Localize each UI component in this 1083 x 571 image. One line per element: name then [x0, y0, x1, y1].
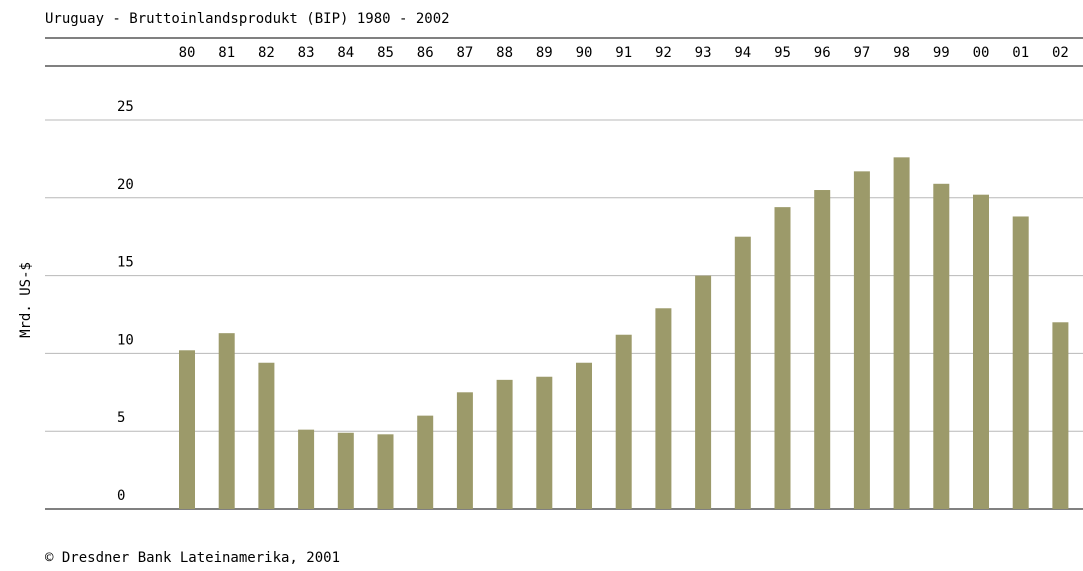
x-tick-label: 85 — [377, 45, 394, 61]
x-tick-label: 02 — [1052, 45, 1069, 61]
bar — [536, 376, 553, 509]
bar — [615, 334, 632, 509]
source-note: © Dresdner Bank Lateinamerika, 2001 — [45, 550, 340, 566]
bar — [496, 379, 513, 509]
bar — [655, 308, 672, 509]
x-tick-label: 91 — [615, 45, 632, 61]
bar — [417, 415, 434, 509]
x-tick-label: 01 — [1012, 45, 1029, 61]
bar — [893, 157, 910, 509]
bar — [377, 434, 394, 509]
x-tick-label: 84 — [337, 45, 354, 61]
bar — [734, 236, 751, 509]
chart-title: Uruguay - Bruttoinlandsprodukt (BIP) 198… — [45, 11, 450, 27]
x-tick-label: 97 — [853, 45, 870, 61]
bar — [853, 171, 870, 509]
y-tick-label: 25 — [117, 99, 134, 115]
x-tick-label: 88 — [496, 45, 513, 61]
x-tick-label: 82 — [258, 45, 275, 61]
y-axis-label: Mrd. US-$ — [18, 262, 34, 338]
bar — [298, 429, 315, 509]
bar — [1012, 216, 1029, 510]
x-tick-label: 93 — [695, 45, 712, 61]
x-tick-label: 80 — [179, 45, 196, 61]
bar — [456, 392, 473, 509]
bar — [179, 350, 195, 509]
bar — [774, 207, 791, 510]
x-tick-label: 87 — [456, 45, 473, 61]
x-tick-label: 86 — [417, 45, 434, 61]
bar — [337, 432, 354, 509]
y-tick-label: 20 — [117, 177, 134, 193]
bar — [1052, 322, 1069, 509]
x-tick-label: 95 — [774, 45, 791, 61]
bar — [814, 190, 831, 509]
y-tick-label: 0 — [117, 488, 125, 504]
x-tick-label: 90 — [576, 45, 593, 61]
x-tick-label: 96 — [814, 45, 831, 61]
bar — [258, 362, 275, 509]
y-tick-label: 5 — [117, 410, 125, 426]
bar — [695, 275, 712, 509]
y-tick-label: 10 — [117, 332, 134, 348]
x-tick-label: 00 — [973, 45, 990, 61]
x-tick-label: 89 — [536, 45, 553, 61]
x-tick-label: 83 — [298, 45, 315, 61]
bar — [576, 362, 592, 509]
bar — [973, 194, 989, 510]
bar — [933, 183, 950, 509]
bar — [218, 333, 235, 509]
x-tick-label: 99 — [933, 45, 950, 61]
x-tick-label: 98 — [893, 45, 910, 61]
x-tick-label: 81 — [218, 45, 235, 61]
x-tick-label: 94 — [734, 45, 751, 61]
y-tick-label: 15 — [117, 255, 134, 271]
x-tick-label: 92 — [655, 45, 672, 61]
